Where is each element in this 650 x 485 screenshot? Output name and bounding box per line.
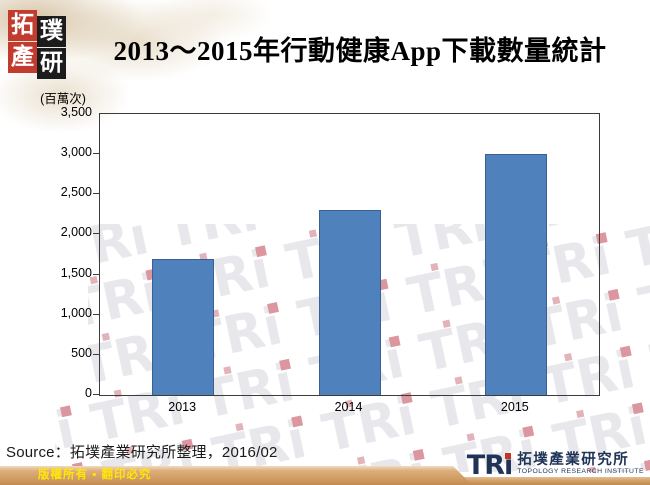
plot-area xyxy=(99,113,600,396)
bar-2013 xyxy=(152,258,215,395)
tri-logo-tr: TR xyxy=(466,450,505,481)
y-axis-tick-label: 2,000 xyxy=(60,225,92,240)
y-axis-tick-mark xyxy=(93,233,99,235)
y-axis-tick-label: 0 xyxy=(85,386,92,400)
y-axis-tick-mark xyxy=(93,273,99,275)
logo-block-yan: 研 xyxy=(37,48,66,79)
copyright-text: 版權所有 ▪ 翻印必究 xyxy=(38,469,152,481)
y-axis-tick-label: 3,000 xyxy=(60,145,92,160)
x-axis-label-2013: 2013 xyxy=(168,400,197,414)
logo-block-tuo: 拓 xyxy=(8,10,37,41)
tri-logo-chinese-name: 拓墣產業研究所 xyxy=(517,451,630,468)
tri-logo-red-dot-icon xyxy=(505,453,512,459)
tri-logo-topleft: 拓 璞 產 研 xyxy=(6,4,72,84)
logo-block-pu: 璞 xyxy=(37,16,66,47)
source-line: Source：拓墣產業研究所整理，2016/02 xyxy=(6,444,278,461)
bar-2014 xyxy=(318,210,381,395)
y-axis-tick-label: 500 xyxy=(71,345,92,360)
tri-logo-mark: TRı xyxy=(467,452,514,479)
y-axis-tick-label: 2,500 xyxy=(60,185,92,200)
logo-block-chan: 產 xyxy=(8,42,37,73)
x-axis-label-2014: 2014 xyxy=(334,400,363,414)
tri-logo-bottomright: TRı 拓墣產業研究所 TOPOLOGY RESEARCH INSTITUTE xyxy=(467,452,644,479)
y-axis-tick-label: 1,500 xyxy=(60,265,92,280)
y-axis-tick-label: 3,500 xyxy=(60,105,92,119)
footer-strip-thick xyxy=(0,466,472,485)
x-axis-label-2015: 2015 xyxy=(500,400,529,414)
y-axis-tick-label: 1,000 xyxy=(60,305,92,320)
tri-logo-i: ı xyxy=(504,450,513,481)
page-title: 2013～2015年行動健康App下載數量統計 xyxy=(113,36,607,66)
bar-2015 xyxy=(484,154,547,395)
y-axis-tick-mark xyxy=(93,353,99,355)
y-axis-tick-mark xyxy=(93,193,99,195)
tri-logo-text: 拓墣產業研究所 TOPOLOGY RESEARCH INSTITUTE xyxy=(517,453,644,476)
y-axis-tick-mark xyxy=(93,394,99,395)
tri-logo-english-name: TOPOLOGY RESEARCH INSTITUTE xyxy=(517,468,644,476)
y-axis-tick-mark xyxy=(93,153,99,155)
y-axis-tick-mark xyxy=(93,313,99,315)
y-axis-unit-label: (百萬次) xyxy=(40,92,86,106)
